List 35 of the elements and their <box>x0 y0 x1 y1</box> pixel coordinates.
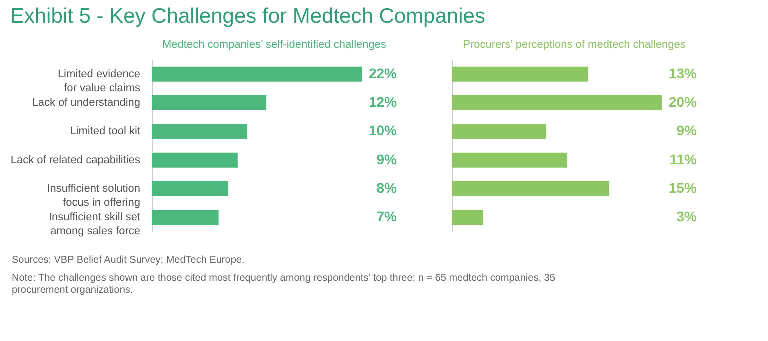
bar <box>152 66 362 82</box>
text: Note: The challenges shown are those cited most frequently among respondents’ top three; n = 65 medtech companies, 35 procurement organizations. <box>12 273 556 296</box>
source-note: Sources: VBP Belief Audit Survey; MedTech Europe. <box>12 255 245 266</box>
data-label: 12% <box>368 94 398 110</box>
data-label: 7% <box>376 208 398 225</box>
data-label: 22% <box>368 65 398 82</box>
y-tick-label: Insufficient solution focus in offering <box>47 183 140 209</box>
data-label: 8% <box>376 180 398 196</box>
data-label: 9% <box>676 122 698 139</box>
bar <box>152 152 238 168</box>
data-label: 15% <box>668 180 698 196</box>
y-tick-label: Limited evidence for value claims <box>58 68 141 94</box>
chart-subtitle: Procurers’ perceptions of medtech challenges <box>463 39 686 51</box>
bar <box>152 96 267 110</box>
y-tick-label: Lack of related capabilities <box>10 154 141 166</box>
y-tick-label: Limited tool kit <box>70 126 140 138</box>
bar <box>452 96 662 110</box>
data-label: 11% <box>670 151 698 168</box>
data-label: 3% <box>676 208 698 225</box>
bar <box>452 182 610 196</box>
bar <box>152 210 219 226</box>
bar <box>152 182 228 196</box>
chart-title: Exhibit 5 - Key Challenges for Medtech Companies <box>10 5 486 28</box>
chart-subtitle: Medtech companies’ self-identified challenges <box>162 39 387 51</box>
y-tick-label: Insufficient skill set among sales force <box>48 212 140 238</box>
bar <box>152 124 248 140</box>
bar <box>452 66 588 82</box>
data-label: 9% <box>376 151 398 168</box>
y-tick-label: Lack of understanding <box>32 97 140 109</box>
data-label: 20% <box>668 94 698 110</box>
bar <box>452 152 568 168</box>
bar <box>452 124 546 140</box>
data-label: 10% <box>368 122 398 139</box>
data-label: 13% <box>668 65 698 82</box>
bar <box>452 210 484 226</box>
